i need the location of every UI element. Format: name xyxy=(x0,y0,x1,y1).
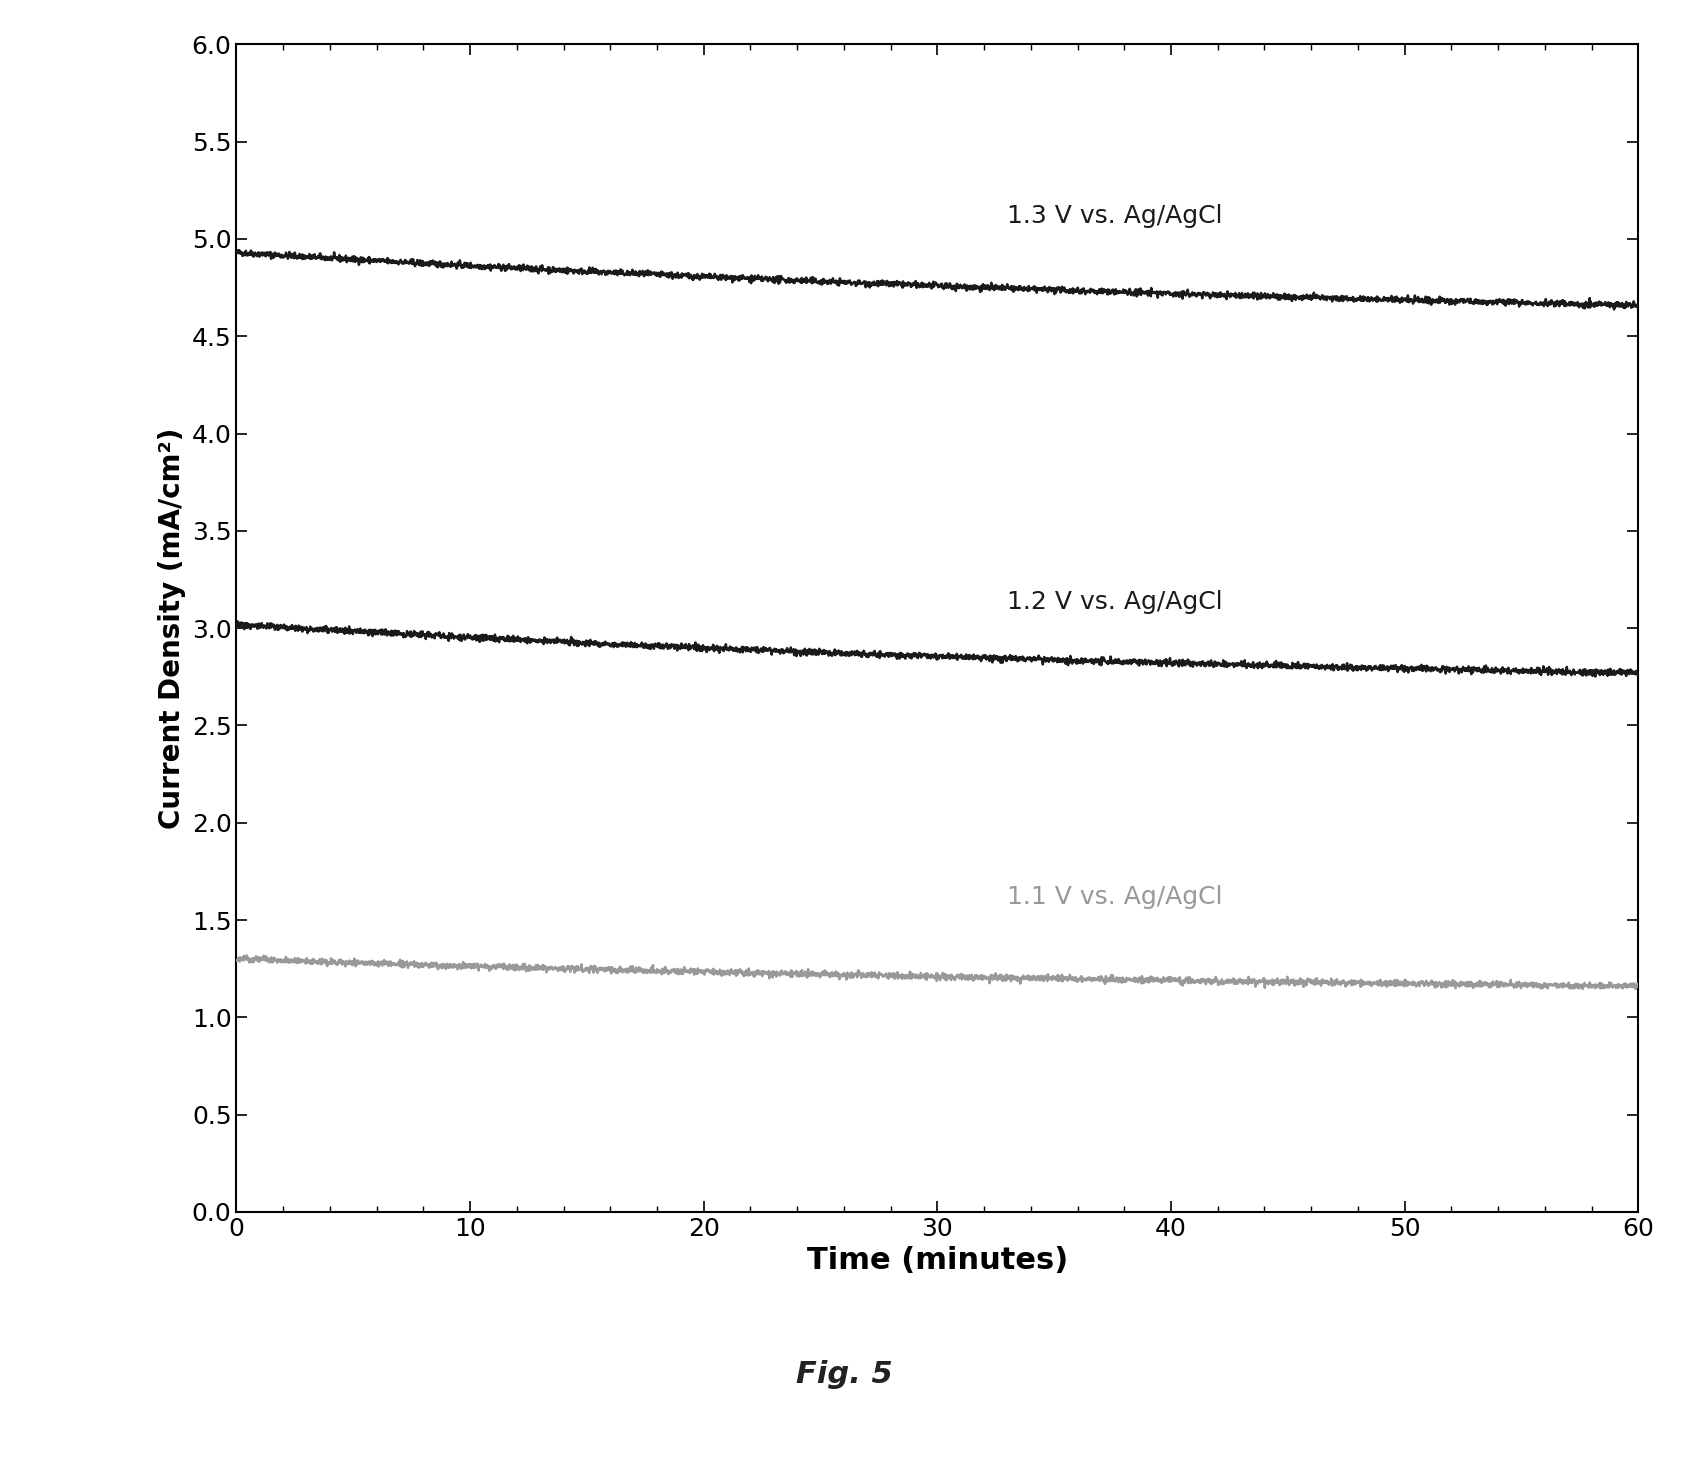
Y-axis label: Current Density (mA/cm²): Current Density (mA/cm²) xyxy=(159,427,186,829)
X-axis label: Time (minutes): Time (minutes) xyxy=(807,1246,1067,1276)
Text: 1.1 V vs. Ag/AgCl: 1.1 V vs. Ag/AgCl xyxy=(1007,885,1223,909)
Text: 1.2 V vs. Ag/AgCl: 1.2 V vs. Ag/AgCl xyxy=(1007,590,1223,613)
Text: Fig. 5: Fig. 5 xyxy=(796,1360,893,1389)
Text: 1.3 V vs. Ag/AgCl: 1.3 V vs. Ag/AgCl xyxy=(1007,204,1223,229)
